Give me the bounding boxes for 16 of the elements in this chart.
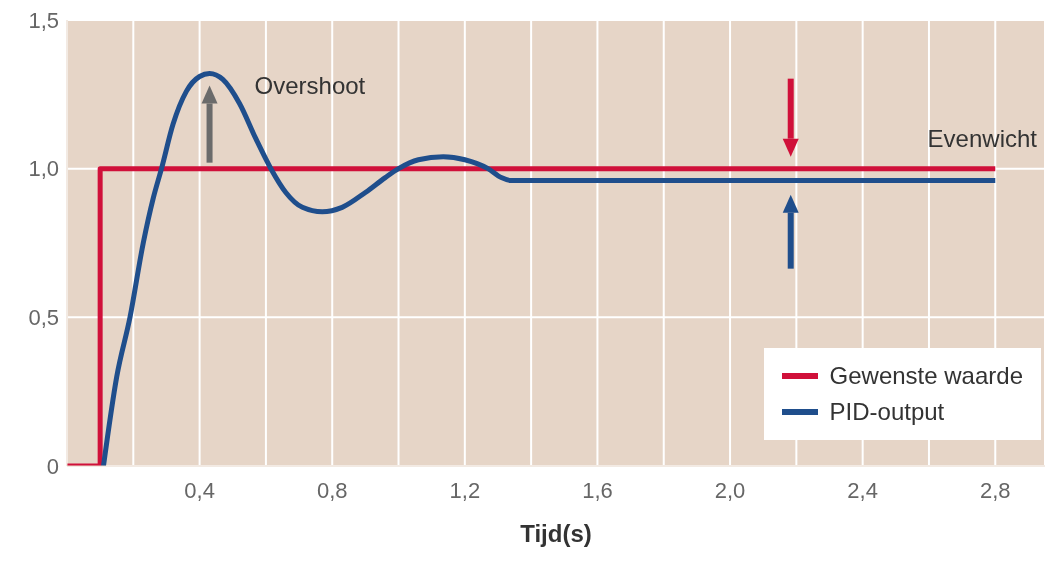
x-tick-label: 2,8	[979, 477, 1011, 503]
annotation: Evenwicht	[927, 124, 1038, 152]
y-tick-label: 1,5	[28, 7, 59, 33]
x-tick-label: 2,4	[847, 477, 878, 503]
x-axis-title: Tijd(s)	[520, 520, 592, 547]
x-tick-label: 1,2	[449, 477, 481, 503]
x-tick-label: 2,0	[714, 477, 746, 503]
annotation: Overshoot	[254, 71, 366, 99]
x-tick-label: 1,6	[582, 477, 613, 503]
y-tick-label: 1,0	[28, 156, 59, 182]
y-tick-label: 0	[46, 453, 59, 479]
y-tick-label: 0,5	[28, 305, 59, 331]
x-tick-label: 0,4	[184, 477, 215, 503]
legend-label: PID-output	[829, 397, 945, 427]
legend-label: Gewenste waarde	[829, 361, 1023, 391]
x-tick-label: 0,8	[316, 477, 348, 503]
